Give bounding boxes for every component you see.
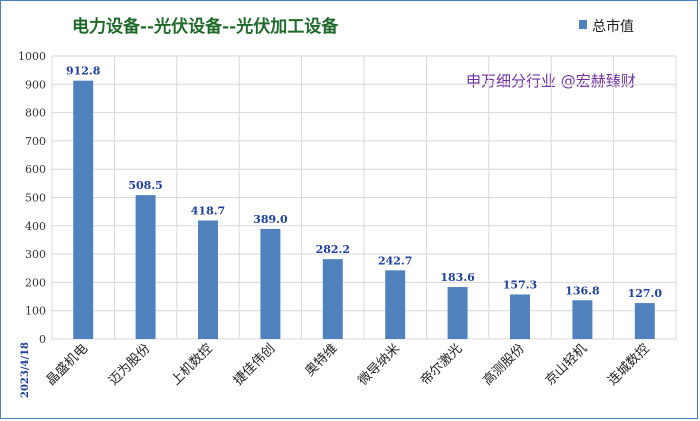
legend-label: 总市值 [592,18,634,35]
x-tick-label: 帝尔激光 [417,341,465,389]
bar [260,228,281,339]
bar [135,195,156,339]
bar [73,80,94,339]
bar [198,220,218,339]
y-tick-label: 200 [25,276,46,289]
x-tick-label: 上机数控 [168,341,215,388]
data-labels: 912.8 508.5 418.7 389.0 282.2 242.7 183.6 157.3… [66,65,662,300]
data-label: 157.3 [503,278,537,291]
chart-title: 电力设备--光伏设备--光伏加工设备 [72,16,339,37]
bar [385,270,406,339]
x-tick-label: 微导纳米 [356,341,403,388]
x-axis-ticks: 晶盛机电 迈为股份 上机数控 捷佳伟创 奥特维 微导纳米 帝尔激光 高测股份 京山轻机 连城数控 [44,341,653,389]
y-tick-label: 500 [25,192,46,205]
y-tick-label: 400 [25,220,46,233]
bar [510,294,530,339]
y-tick-label: 800 [25,107,46,120]
bar [634,303,655,339]
x-tick-label: 高测股份 [480,341,528,389]
x-tick-label: 京山轻机 [543,341,590,388]
data-label: 127.0 [628,287,663,300]
data-label: 508.5 [128,179,162,192]
data-label: 136.8 [565,284,600,297]
x-tick-label: 捷佳伟创 [231,341,278,388]
data-label: 912.8 [66,65,101,78]
y-tick-label: 100 [25,305,46,318]
bar [572,300,593,339]
x-tick-label: 迈为股份 [106,341,153,388]
y-tick-label: 300 [25,248,46,261]
bars [73,80,655,339]
y-tick-label: 900 [25,78,46,91]
data-label: 418.7 [191,205,225,218]
x-tick-label: 奥特维 [302,341,340,379]
gridlines [51,55,677,340]
bar [322,259,343,339]
date-label: 2023/4/18 [20,342,31,398]
data-label: 183.6 [440,271,475,284]
data-label: 282.2 [316,243,350,256]
data-label: 389.0 [253,213,288,226]
y-tick-label: 600 [25,163,46,176]
y-tick-label: 700 [25,135,46,148]
y-tick-label: 1000 [18,50,46,63]
bar [447,287,468,339]
x-tick-label: 晶盛机电 [44,341,91,388]
y-axis-ticks: 0 100 200 300 400 500 600 700 800 900 1000 [18,50,46,346]
x-tick-label: 连城数控 [605,341,653,389]
legend-swatch [579,20,587,29]
y-tick-label: 0 [39,333,46,346]
data-label: 242.7 [378,254,412,267]
